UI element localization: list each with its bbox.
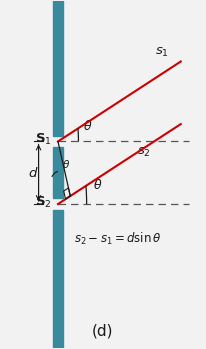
Text: $\theta$: $\theta$ — [93, 178, 102, 192]
Text: (d): (d) — [92, 324, 114, 339]
Text: S$_2$: S$_2$ — [35, 195, 51, 210]
Bar — [53, 147, 63, 199]
Text: $s_2$: $s_2$ — [137, 146, 151, 159]
Text: $s_2 - s_1 = d\sin\theta$: $s_2 - s_1 = d\sin\theta$ — [74, 231, 161, 247]
Text: $\theta$: $\theta$ — [83, 119, 92, 133]
Text: $d$: $d$ — [28, 166, 38, 180]
Bar — [53, 1, 63, 136]
Bar — [53, 210, 63, 348]
Text: S$_1$: S$_1$ — [35, 132, 51, 147]
Text: $s_1$: $s_1$ — [155, 46, 169, 59]
Text: $\theta$: $\theta$ — [62, 158, 70, 170]
